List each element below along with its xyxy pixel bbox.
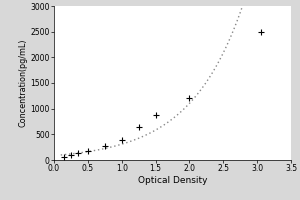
- X-axis label: Optical Density: Optical Density: [138, 176, 207, 185]
- Y-axis label: Concentration(pg/mL): Concentration(pg/mL): [19, 39, 28, 127]
